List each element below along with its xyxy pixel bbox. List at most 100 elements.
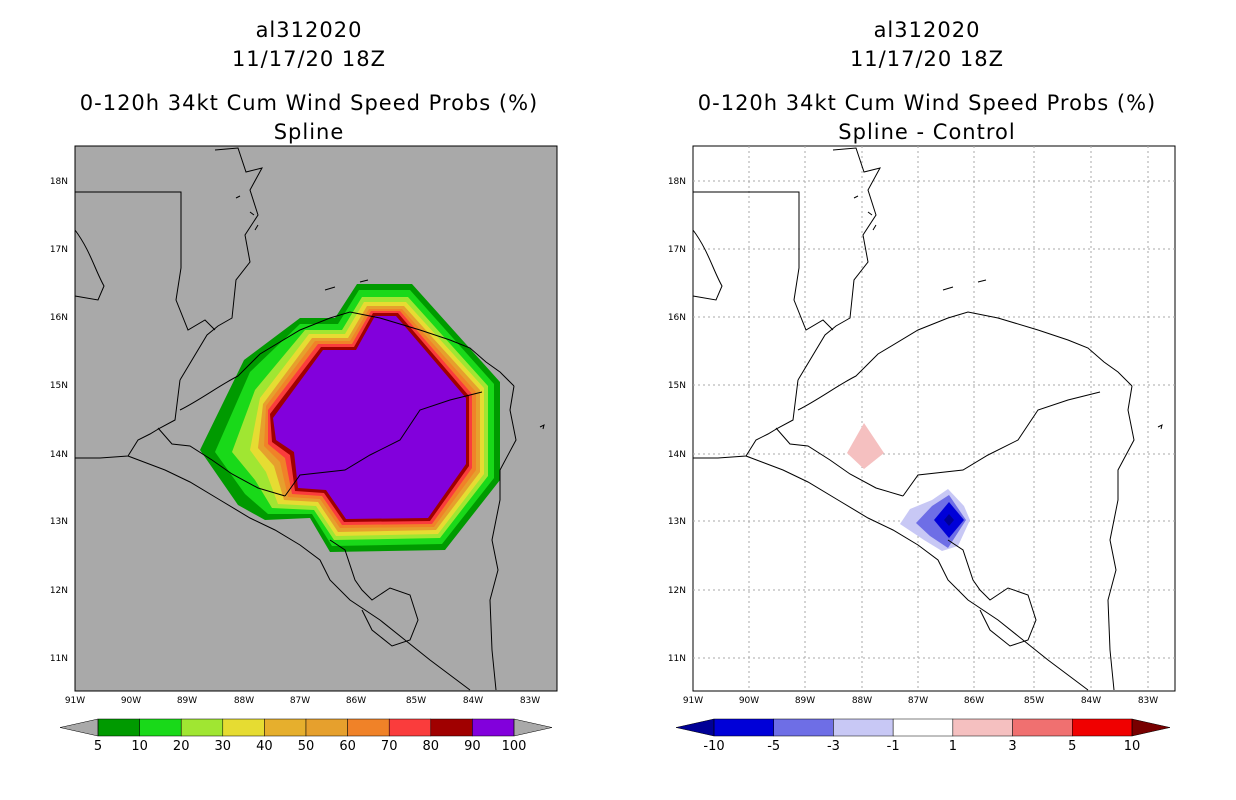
colorbar-end-low: [60, 719, 98, 736]
lon-tick-label: 90W: [121, 696, 141, 706]
colorbar-left: 5 10 20 30 40 50 60 70 80 90 100: [59, 718, 553, 754]
lon-tick-label: 91W: [683, 696, 703, 706]
colorbar-label: 3: [1008, 739, 1016, 754]
lat-tick-label: 17N: [668, 245, 686, 255]
lat-tick-label: 18N: [668, 177, 686, 187]
colorbar-swatch: [388, 718, 432, 737]
colorbar-swatch: [180, 718, 224, 737]
lon-tick-label: 86W: [964, 696, 984, 706]
lat-tick-label: 16N: [668, 313, 686, 323]
lon-tick-label: 84W: [463, 696, 483, 706]
lat-tick-label: 14N: [668, 450, 686, 460]
product-title: 0-120h 34kt Cum Wind Speed Probs (%): [697, 91, 1157, 115]
colorbar-label: -3: [827, 739, 840, 754]
negative-anomaly-core: [944, 514, 954, 526]
colorbar-swatch: [222, 718, 265, 737]
difference-contours: [847, 423, 970, 551]
lon-tick-label: 90W: [739, 696, 759, 706]
lon-tick-label: 88W: [852, 696, 872, 706]
method-title: Spline: [273, 120, 345, 144]
colorbar-label: 60: [339, 739, 356, 754]
probability-contours: [200, 284, 500, 552]
lat-tick-label: 15N: [668, 381, 686, 391]
colorbar-swatch: [305, 718, 348, 737]
colorbar-swatch: [952, 718, 1013, 737]
colorbar-swatch: [773, 718, 834, 737]
colorbar-end-outline: [513, 718, 553, 737]
lon-tick-label: 89W: [795, 696, 815, 706]
colorbar-end-low: [676, 719, 714, 736]
colorbar-swatch: [1012, 718, 1073, 737]
lat-tick-label: 14N: [50, 450, 68, 460]
datetime-title: 11/17/20 18Z: [231, 47, 387, 71]
lat-ticks: 11N 12N 13N 14N 15N 16N 17N 18N: [668, 177, 686, 664]
lat-tick-label: 17N: [50, 245, 68, 255]
lon-tick-label: 87W: [908, 696, 928, 706]
colorbar-swatch: [713, 718, 774, 737]
gridlines: [693, 146, 1175, 691]
lon-tick-label: 87W: [290, 696, 310, 706]
lat-ticks: 11N 12N 13N 14N 15N 16N 17N 18N: [50, 177, 68, 664]
datetime-title: 11/17/20 18Z: [849, 47, 1005, 71]
colorbar-label: 50: [298, 739, 315, 754]
colorbar-label: 80: [423, 739, 440, 754]
probability-map: 91W 90W 89W 88W 87W 86W 85W 84W 83W 11N …: [50, 145, 558, 754]
method-title: Spline - Control: [838, 120, 1016, 144]
lat-tick-label: 12N: [668, 586, 686, 596]
lat-tick-label: 15N: [50, 381, 68, 391]
contour-100: [273, 316, 466, 519]
colorbar-swatch: [347, 718, 390, 737]
lon-tick-label: 85W: [1024, 696, 1044, 706]
colorbar-label: 70: [381, 739, 398, 754]
lon-tick-label: 86W: [346, 696, 366, 706]
colorbar-swatch: [97, 718, 140, 737]
colorbar-swatch: [1072, 718, 1133, 737]
colorbar-label: -10: [703, 739, 724, 754]
product-title: 0-120h 34kt Cum Wind Speed Probs (%): [79, 91, 539, 115]
colorbar-label: 10: [131, 739, 148, 754]
colorbar-swatch: [833, 718, 894, 737]
lon-tick-label: 89W: [177, 696, 197, 706]
lat-tick-label: 13N: [668, 517, 686, 527]
lat-tick-label: 16N: [50, 313, 68, 323]
colorbar-swatch: [139, 718, 182, 737]
colorbar-end-outline: [59, 718, 99, 737]
colorbar-label: 5: [94, 739, 102, 754]
colorbar-end-high: [514, 719, 552, 736]
colorbar-swatch: [430, 718, 473, 737]
colorbar-label: 40: [256, 739, 273, 754]
lon-tick-label: 85W: [406, 696, 426, 706]
difference-map: 91W 90W 89W 88W 87W 86W 85W 84W 83W 11N …: [668, 145, 1176, 754]
map-background: [692, 145, 1176, 692]
colorbar-label: 30: [215, 739, 232, 754]
lat-tick-label: 13N: [50, 517, 68, 527]
colorbar-label: 10: [1124, 739, 1141, 754]
lon-tick-label: 84W: [1081, 696, 1101, 706]
lon-ticks: 91W 90W 89W 88W 87W 86W 85W 84W 83W: [65, 696, 540, 706]
lon-tick-label: 83W: [520, 696, 540, 706]
lon-ticks: 91W 90W 89W 88W 87W 86W 85W 84W 83W: [683, 696, 1158, 706]
colorbar-swatch: [892, 718, 954, 737]
colorbar-label: 20: [173, 739, 190, 754]
colorbar-label: 90: [464, 739, 481, 754]
right-panel: al312020 11/17/20 18Z 0-120h 34kt Cum Wi…: [618, 0, 1236, 800]
colorbar-end-outline: [675, 718, 715, 737]
lat-tick-label: 11N: [50, 654, 68, 664]
colorbar-right: -10 -5 -3 -1 1 3 5 10: [675, 718, 1171, 754]
positive-anomaly: [847, 423, 884, 469]
colorbar-label: 1: [949, 739, 957, 754]
coastlines: [74, 147, 545, 691]
colorbar-end-outline: [1131, 718, 1171, 737]
lat-tick-label: 18N: [50, 177, 68, 187]
colorbar-swatch: [472, 718, 515, 737]
lon-tick-label: 91W: [65, 696, 85, 706]
lat-tick-label: 12N: [50, 586, 68, 596]
colorbar-end-high: [1132, 719, 1170, 736]
lat-tick-label: 11N: [668, 654, 686, 664]
lon-tick-label: 83W: [1138, 696, 1158, 706]
lon-tick-label: 88W: [234, 696, 254, 706]
coastlines: [692, 147, 1163, 691]
colorbar-label: -1: [887, 739, 900, 754]
colorbar-swatch: [264, 718, 307, 737]
storm-id-title: al312020: [873, 18, 981, 42]
